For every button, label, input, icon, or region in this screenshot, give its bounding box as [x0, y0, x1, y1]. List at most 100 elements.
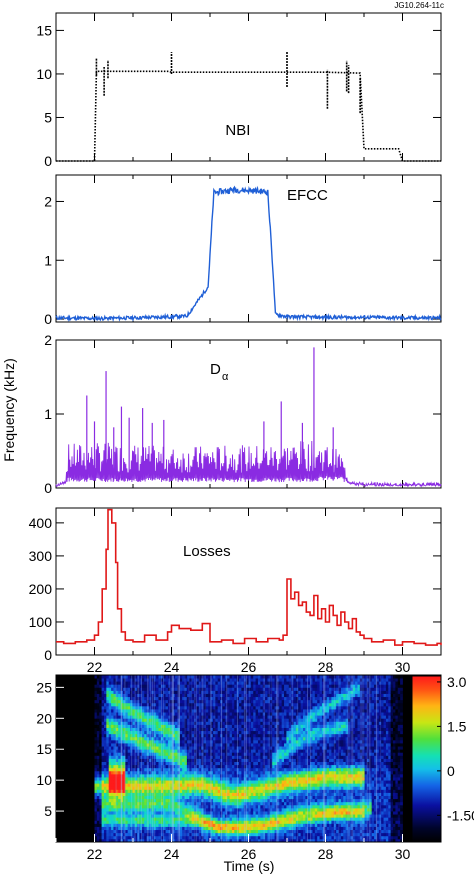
spectrogram-cell: [300, 801, 304, 806]
spectrogram-cell: [231, 832, 235, 837]
spectrogram-cell: [156, 795, 159, 800]
spectrogram-cell: [272, 758, 275, 762]
spectrogram-cell: [96, 832, 100, 837]
spectrogram-cell: [99, 801, 103, 806]
spectrogram-cell: [132, 681, 136, 685]
spectrogram-cell: [243, 684, 247, 688]
spectrogram-cell: [144, 699, 148, 704]
spectrogram-cell: [103, 780, 107, 784]
spectrogram-cell: [120, 761, 124, 766]
spectrogram-cell: [274, 739, 278, 744]
spectrogram-cell: [272, 687, 275, 691]
spectrogram-cell: [295, 696, 299, 701]
spectrogram-cell: [179, 761, 183, 766]
spectrogram-cell: [236, 777, 240, 781]
spectrogram-cell: [291, 718, 294, 722]
spectrogram-cell: [201, 832, 204, 837]
spectrogram-cell: [272, 770, 275, 775]
spectrogram-cell: [139, 755, 143, 759]
spectrogram-cell: [212, 755, 216, 759]
spectrogram-cell: [269, 746, 273, 750]
spectrogram-cell: [224, 780, 228, 784]
spectrogram-cell: [298, 780, 302, 784]
spectrogram-cell: [165, 764, 169, 769]
spectrogram-cell: [137, 690, 140, 694]
spectrogram-cell: [229, 730, 233, 735]
spectrogram-cell: [227, 761, 230, 766]
spectrogram-cell: [284, 702, 287, 707]
spectrogram-cell: [265, 770, 268, 775]
spectrogram-cell: [276, 743, 280, 747]
spectrogram-cell: [160, 770, 164, 775]
spectrogram-cell: [94, 712, 98, 716]
spectrogram-cell: [239, 727, 242, 732]
spectrogram-cell: [272, 820, 275, 824]
spectrogram-cell: [146, 693, 150, 698]
spectrogram-cell: [284, 690, 287, 694]
spectrogram-cell: [99, 678, 103, 682]
spectrogram-cell: [196, 798, 200, 803]
spectrogram-cell: [144, 687, 148, 691]
spectrogram-cell: [139, 838, 143, 842]
spectrogram-cell: [153, 712, 157, 716]
spectrogram-cell: [144, 823, 148, 827]
spectrogram-cell: [253, 755, 257, 759]
spectrogram-cell: [208, 718, 211, 722]
spectrogram-cell: [205, 693, 209, 698]
spectrogram-cell: [182, 767, 185, 772]
spectrogram-cell: [182, 761, 185, 766]
spectrogram-cell: [210, 764, 214, 769]
spectrogram-cell: [298, 755, 302, 759]
spectrogram-cell: [241, 743, 245, 747]
spectrogram-cell: [295, 829, 299, 834]
spectrogram-cell: [260, 801, 264, 806]
spectrogram-cell: [220, 746, 223, 750]
spectrogram-cell: [179, 712, 183, 716]
spectrogram-cell: [122, 820, 126, 824]
spectrogram-cell: [269, 835, 273, 840]
spectrogram-cell: [210, 746, 214, 750]
spectrogram-cell: [144, 764, 148, 769]
spectrogram-cell: [194, 690, 197, 694]
spectrogram-cell: [156, 777, 159, 781]
spectrogram-cell: [293, 804, 297, 809]
spectrogram-cell: [122, 675, 126, 679]
spectrogram-cell: [167, 773, 171, 778]
spectrogram-cell: [101, 743, 105, 747]
spectrogram-cell: [229, 736, 233, 741]
spectrogram-cell: [234, 712, 238, 716]
spectrogram-cell: [253, 789, 257, 793]
spectrogram-cell: [118, 767, 121, 772]
spectrogram-cell: [279, 798, 283, 803]
spectrogram-cell: [222, 807, 226, 812]
spectrogram-cell: [203, 807, 207, 812]
spectrogram-cell: [203, 829, 207, 834]
spectrogram-cell: [108, 786, 112, 790]
spectrogram-cell: [203, 804, 207, 809]
spectrogram-cell: [291, 798, 294, 803]
spectrogram-cell: [172, 746, 176, 750]
spectrogram-cell: [227, 792, 230, 797]
spectrogram-cell: [267, 786, 271, 790]
spectrogram-cell: [239, 684, 242, 688]
spectrogram-cell: [281, 724, 285, 728]
spectrogram-cell: [227, 829, 230, 834]
spectrogram-cell: [201, 817, 204, 821]
spectrogram-cell: [250, 724, 254, 728]
spectrogram-cell: [220, 721, 223, 725]
spectrogram-cell: [288, 792, 292, 797]
spectrogram-cell: [231, 804, 235, 809]
spectrogram-cell: [288, 804, 292, 809]
spectrogram-cell: [151, 681, 155, 685]
spectrogram-cell: [184, 681, 188, 685]
spectrogram-cell: [198, 721, 202, 725]
spectrogram-cell: [96, 702, 100, 707]
spectrogram-cell: [151, 804, 155, 809]
spectrogram-cell: [231, 820, 235, 824]
spectrogram-cell: [298, 804, 302, 809]
spectrogram-cell: [156, 807, 159, 812]
spectrogram-cell: [234, 724, 238, 728]
spectrogram-cell: [106, 699, 110, 704]
spectrogram-cell: [276, 696, 280, 701]
spectrogram-cell: [196, 724, 200, 728]
